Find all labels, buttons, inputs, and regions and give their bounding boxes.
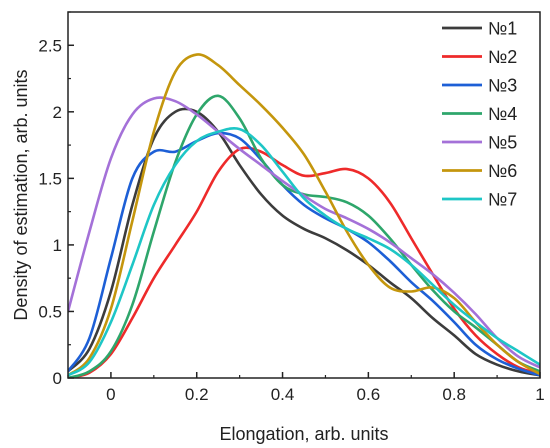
x-tick-label: 0.6 [357,385,381,404]
series-line-3 [68,131,540,377]
y-tick-label: 0 [53,369,62,388]
legend-label-7: №7 [488,190,517,210]
x-tick-label: 0 [106,385,115,404]
x-tick-label: 0.4 [271,385,295,404]
x-axis: 0 0.2 0.4 0.6 0.8 1 [67,372,545,404]
x-tick-label: 1 [535,385,544,404]
legend: №1 №2 №3 №4 №5 №6 №7 [442,19,517,210]
series-line-1 [68,107,540,377]
y-tick-label: 2 [53,103,62,122]
x-tick-label: 0.8 [442,385,466,404]
legend-label-1: №1 [488,19,517,39]
series-line-7 [68,127,540,377]
legend-label-5: №5 [488,133,517,153]
y-tick-label: 1 [53,236,62,255]
legend-label-6: №6 [488,161,517,181]
series-layer [68,53,540,378]
y-tick-label: 0.5 [38,302,62,321]
legend-label-2: №2 [488,47,517,67]
legend-label-3: №3 [488,76,517,96]
y-axis: 0 0.5 1 1.5 2 2.5 [38,11,74,388]
plot-frame [67,11,541,379]
x-axis-title: Elongation, arb. units [219,424,388,444]
y-axis-title: Density of estimation, arb. units [11,69,31,320]
legend-label-4: №4 [488,104,517,124]
y-tick-label: 2.5 [38,36,62,55]
y-tick-label: 1.5 [38,169,62,188]
series-line-4 [68,94,540,378]
x-tick-label: 0.2 [185,385,209,404]
series-line-6 [68,53,540,377]
series-line-5 [68,96,540,369]
